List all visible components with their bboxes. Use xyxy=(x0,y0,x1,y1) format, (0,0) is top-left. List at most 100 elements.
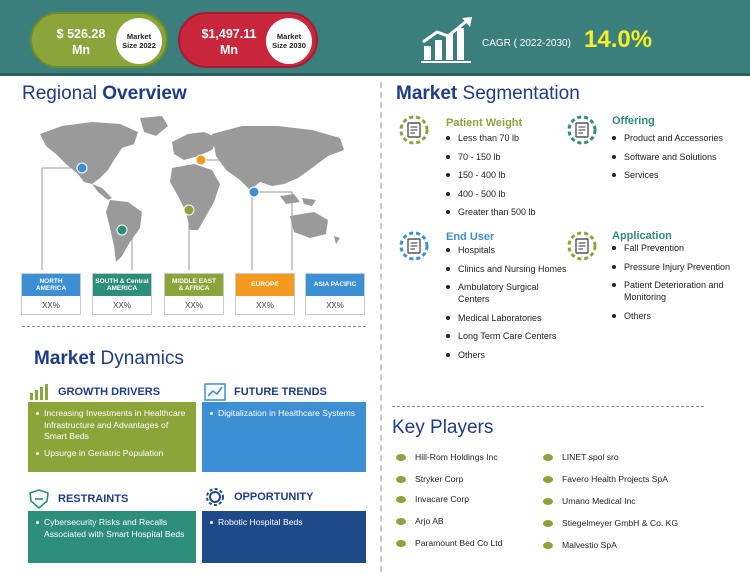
bullet-icon xyxy=(543,497,553,505)
offering-list: Product and Accessories Software and Sol… xyxy=(612,132,723,188)
section-divider xyxy=(392,406,704,407)
key-player: Umano Medical Inc xyxy=(543,496,636,506)
market-size-2022-label: Market Size 2022 xyxy=(116,18,162,64)
bullet-icon xyxy=(543,475,553,483)
restraints-heading: RESTRAINTS xyxy=(28,489,128,509)
key-player-name: Invacare Corp xyxy=(415,494,469,504)
growth-drivers-box: Increasing Investments in Healthcare Inf… xyxy=(28,402,196,472)
market-size-2030-value: $1,497.11 Mn xyxy=(190,26,268,58)
application-list: Fall Prevention Pressure Injury Preventi… xyxy=(612,242,742,328)
restraints-label: RESTRAINTS xyxy=(58,493,129,505)
column-divider xyxy=(380,82,382,572)
future-trends-list: Digitalization in Healthcare Systems xyxy=(202,402,366,420)
end-user-list: Hospitals Clinics and Nursing Homes Ambu… xyxy=(446,244,571,368)
future-trends-label: FUTURE TRENDS xyxy=(234,386,327,398)
region-name: ASIA PACIFIC xyxy=(306,274,364,296)
bullet-icon xyxy=(396,539,406,547)
region-name-line1: MIDDLE EAST xyxy=(171,277,217,285)
key-player: Arjo AB xyxy=(396,516,444,526)
list-item: Cybersecurity Risks and Recalls Associat… xyxy=(36,517,190,540)
market-size-2030-pill: $1,497.11 Mn Market Size 2030 xyxy=(178,12,318,68)
end-user-icon xyxy=(399,231,429,261)
patient-weight-icon xyxy=(399,115,429,145)
list-item: 150 - 400 lb xyxy=(446,169,536,181)
patient-weight-list: Less than 70 lb 70 - 150 lb 150 - 400 lb… xyxy=(446,132,536,225)
shield-icon xyxy=(29,489,49,509)
offering-title: Offering xyxy=(612,115,655,127)
list-item: Ambulatory Surgical Centers xyxy=(446,281,571,305)
cagr-label: CAGR ( 2022-2030) xyxy=(482,38,571,49)
list-item: 70 - 150 lb xyxy=(446,151,536,163)
region-name: EUROPE xyxy=(236,274,294,296)
opportunity-list: Robotic Hospital Beds xyxy=(202,511,366,529)
market-size-2030-label-line2: Size 2030 xyxy=(272,41,306,50)
restraints-list: Cybersecurity Risks and Recalls Associat… xyxy=(28,511,196,540)
bullet-icon xyxy=(543,519,553,527)
key-player-name: Umano Medical Inc xyxy=(562,496,636,506)
list-item: Digitalization in Healthcare Systems xyxy=(210,408,360,420)
market-size-2022-pill: $ 526.28 Mn Market Size 2022 xyxy=(30,12,168,68)
offering-icon xyxy=(567,115,597,145)
regional-overview-title: Regional Overview xyxy=(22,83,187,105)
bullet-icon xyxy=(396,453,406,461)
market-segmentation-title: Market Segmentation xyxy=(396,83,580,105)
growth-drivers-label: GROWTH DRIVERS xyxy=(58,386,161,398)
growth-chart-icon xyxy=(421,17,472,63)
future-trends-box: Digitalization in Healthcare Systems xyxy=(202,402,366,472)
bullet-icon xyxy=(396,495,406,503)
market-size-2030-label-line1: Market xyxy=(276,32,302,41)
region-card-south-central-america: SOUTH & Central AMERICA XX% xyxy=(92,273,152,315)
market-size-2030-label: Market Size 2030 xyxy=(266,18,312,64)
application-icon xyxy=(567,231,597,261)
dynamics-title-part2: Dynamics xyxy=(100,348,184,369)
region-card-europe: EUROPE XX% xyxy=(235,273,295,315)
list-item: Others xyxy=(446,349,571,361)
region-name-line2: AMERICA xyxy=(106,285,138,292)
list-item: Fall Prevention xyxy=(612,242,742,254)
list-item: Software and Solutions xyxy=(612,151,723,163)
region-name-line1: EUROPE xyxy=(251,281,279,289)
europe-marker xyxy=(195,154,207,166)
region-name-line1: SOUTH & Central xyxy=(95,277,149,285)
bullet-icon xyxy=(396,475,406,483)
key-player: Hill-Rom Holdings Inc xyxy=(396,452,498,462)
market-size-2022-label-line2: Size 2022 xyxy=(122,41,156,50)
region-card-north-america: NORTH AMERICA XX% xyxy=(21,273,81,315)
list-item: Services xyxy=(612,169,723,181)
patient-weight-title: Patient Weight xyxy=(446,117,523,129)
region-name-line1: NORTH xyxy=(39,277,63,285)
cagr-value: 14.0% xyxy=(584,26,653,53)
application-title: Application xyxy=(612,230,672,242)
region-name: NORTH AMERICA xyxy=(22,274,80,296)
market-size-2022-unit: Mn xyxy=(71,43,91,57)
section-divider xyxy=(22,326,366,327)
list-item: 400 - 500 lb xyxy=(446,188,536,200)
end-user-title: End User xyxy=(446,231,495,243)
south-america-marker xyxy=(116,224,128,236)
key-player-name: Stryker Corp xyxy=(415,474,464,484)
opportunity-label: OPPORTUNITY xyxy=(234,491,314,503)
list-item: Clinics and Nursing Homes xyxy=(446,263,571,275)
region-name-line2: AMERICA xyxy=(35,285,67,292)
key-player: LINET spol sro xyxy=(543,452,619,462)
key-player: Invacare Corp xyxy=(396,494,469,504)
market-size-2030-amount: $1,497.11 xyxy=(201,27,257,41)
bullet-icon xyxy=(543,453,553,461)
list-item: Upsurge in Geriatric Population xyxy=(36,448,190,460)
future-trends-heading: FUTURE TRENDS xyxy=(204,382,327,402)
region-value: XX% xyxy=(42,301,60,310)
market-size-2022-value: $ 526.28 Mn xyxy=(42,26,120,58)
list-item: Robotic Hospital Beds xyxy=(210,517,360,529)
bullet-icon xyxy=(543,541,553,549)
list-item: Medical Laboratories xyxy=(446,312,571,324)
opportunity-heading: OPPORTUNITY xyxy=(204,487,313,507)
region-value: XX% xyxy=(256,301,274,310)
opportunity-box: Robotic Hospital Beds xyxy=(202,511,366,563)
bar-chart-icon xyxy=(30,384,48,400)
region-name: MIDDLE EAST & AFRICA xyxy=(165,274,223,296)
segmentation-title-part2: Segmentation xyxy=(462,83,580,104)
key-player: Stiegelmeyer GmbH & Co. KG xyxy=(543,518,678,528)
restraints-box: Cybersecurity Risks and Recalls Associat… xyxy=(28,511,196,563)
key-player-name: Favero Health Projects SpA xyxy=(562,474,669,484)
middle-east-africa-marker xyxy=(183,204,195,216)
